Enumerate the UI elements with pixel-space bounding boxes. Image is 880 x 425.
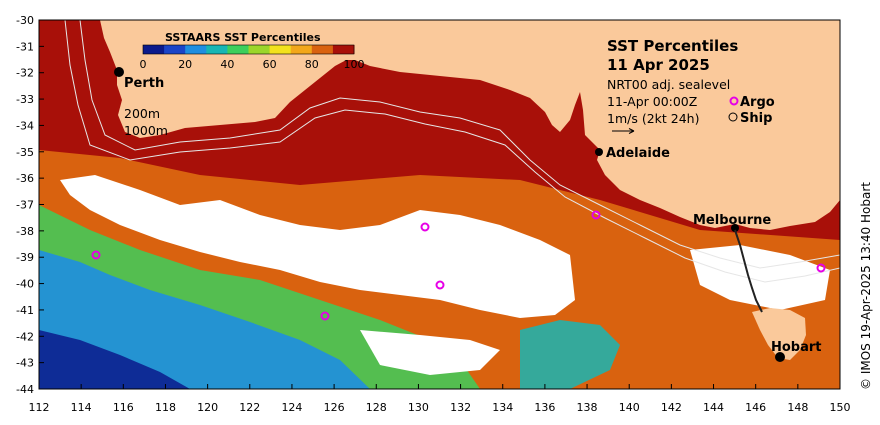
x-tick-label: 142	[661, 401, 682, 414]
x-tick-label: 128	[366, 401, 387, 414]
land-australia	[39, 20, 840, 230]
argo-float	[591, 210, 601, 220]
y-tick-label: -35	[16, 146, 34, 159]
colorbar-swatch	[248, 45, 271, 54]
no-data-region	[60, 175, 575, 318]
colorbar-swatch	[290, 45, 313, 54]
y-tick-label: -42	[16, 330, 34, 343]
no-data-east	[690, 245, 830, 310]
colorbar-swatch	[206, 45, 228, 54]
colorbar-swatch	[143, 45, 165, 54]
y-tick-label: -31	[16, 40, 34, 53]
colorbar-title: SSTAARS SST Percentiles	[165, 31, 321, 44]
map-canvas	[39, 20, 840, 389]
y-tick-label: -40	[16, 278, 34, 291]
x-tick-label: 124	[281, 401, 302, 414]
y-tick-label: -38	[16, 225, 34, 238]
perth-marker	[114, 67, 124, 77]
y-axis: -30 -31 -32 -33 -34 -35 -36 -37 -38 -39 -40 -41 -42 -…	[16, 14, 44, 396]
colorbar-tick-label: 0	[140, 58, 147, 71]
argo-float	[816, 263, 826, 273]
x-tick-label: 132	[450, 401, 471, 414]
sst-very-cold-region	[39, 330, 190, 389]
contour-200m	[79, 20, 840, 269]
city-perth: Perth	[124, 76, 164, 91]
imos-credit: © IMOS 19-Apr-2025 13:40 Hobart	[859, 182, 873, 390]
x-tick-label: 148	[787, 401, 808, 414]
hobart-marker	[775, 352, 785, 362]
argo-floats	[91, 210, 826, 321]
y-tick-label: -43	[16, 357, 34, 370]
time-label: 11-Apr 00:00Z	[607, 94, 697, 109]
x-tick-label: 144	[703, 401, 724, 414]
x-tick-label: 136	[534, 401, 555, 414]
y-tick-label: -33	[16, 93, 34, 106]
contour-1000m-label: 1000m	[124, 123, 168, 138]
y-tick-label: -34	[16, 119, 34, 132]
y-tick-label: -30	[16, 14, 34, 27]
colorbar-swatch	[269, 45, 292, 54]
land-tasmania	[752, 308, 806, 360]
colorbar-swatch	[185, 45, 207, 54]
x-tick-label: 138	[577, 401, 598, 414]
y-tick-label: -37	[16, 199, 34, 212]
x-axis: 112 114 116 118 120 122 124 126 128 130 132 134 136 1…	[29, 384, 851, 414]
sst-cold-region	[39, 250, 370, 389]
x-tick-label: 118	[155, 401, 176, 414]
colorbar-tick-label: 40	[220, 58, 234, 71]
argo-float	[435, 280, 445, 290]
adelaide-marker	[595, 148, 603, 156]
map-date: 11 Apr 2025	[607, 56, 710, 74]
city-adelaide: Adelaide	[606, 146, 670, 161]
x-tick-label: 134	[492, 401, 513, 414]
city-hobart: Hobart	[771, 340, 822, 355]
city-melbourne: Melbourne	[693, 213, 771, 228]
ship-legend-label: Ship	[740, 111, 772, 126]
argo-float	[420, 222, 430, 232]
ship-legend-icon	[728, 112, 738, 122]
y-tick-label: -32	[16, 67, 34, 80]
colorbar-swatch	[311, 45, 334, 54]
colorbar-tick-label: 60	[263, 58, 277, 71]
sst-cool-east	[520, 320, 620, 389]
colorbar-outline	[142, 44, 355, 55]
contour-1000m	[64, 20, 840, 283]
x-tick-label: 146	[745, 401, 766, 414]
x-tick-label: 140	[619, 401, 640, 414]
x-tick-label: 116	[113, 401, 134, 414]
contour-200m-label: 200m	[124, 106, 160, 121]
argo-legend-icon	[729, 96, 739, 106]
colorbar-tick-label: 20	[178, 58, 192, 71]
vector-scale-label: 1m/s (2kt 24h)	[607, 111, 699, 126]
colorbar-tick-label: 80	[305, 58, 319, 71]
y-tick-label: -41	[16, 304, 34, 317]
colorbar-swatch	[227, 45, 249, 54]
y-tick-label: -39	[16, 251, 34, 264]
x-tick-label: 150	[830, 401, 851, 414]
no-data-south	[360, 330, 500, 375]
vector-scale-arrow	[612, 128, 635, 134]
colorbar-ticks: 0 20 40 60 80 100	[140, 58, 365, 71]
colorbar	[142, 44, 355, 55]
argo-float	[320, 311, 330, 321]
colorbar-swatch	[332, 45, 355, 54]
x-tick-label: 130	[408, 401, 429, 414]
x-tick-label: 122	[239, 401, 260, 414]
x-tick-label: 126	[324, 401, 345, 414]
colorbar-swatch	[164, 45, 186, 54]
map-title: SST Percentiles	[607, 37, 738, 55]
x-tick-label: 114	[71, 401, 92, 414]
ship-track	[734, 229, 763, 313]
x-tick-label: 120	[197, 401, 218, 414]
argo-float	[91, 250, 101, 260]
colorbar-tick-label: 100	[344, 58, 365, 71]
x-tick-label: 112	[29, 401, 50, 414]
argo-legend-label: Argo	[740, 95, 775, 110]
y-tick-label: -44	[16, 383, 34, 396]
y-tick-label: -36	[16, 172, 34, 185]
sealevel-label: NRT00 adj. sealevel	[607, 77, 730, 92]
melbourne-marker	[731, 224, 739, 232]
